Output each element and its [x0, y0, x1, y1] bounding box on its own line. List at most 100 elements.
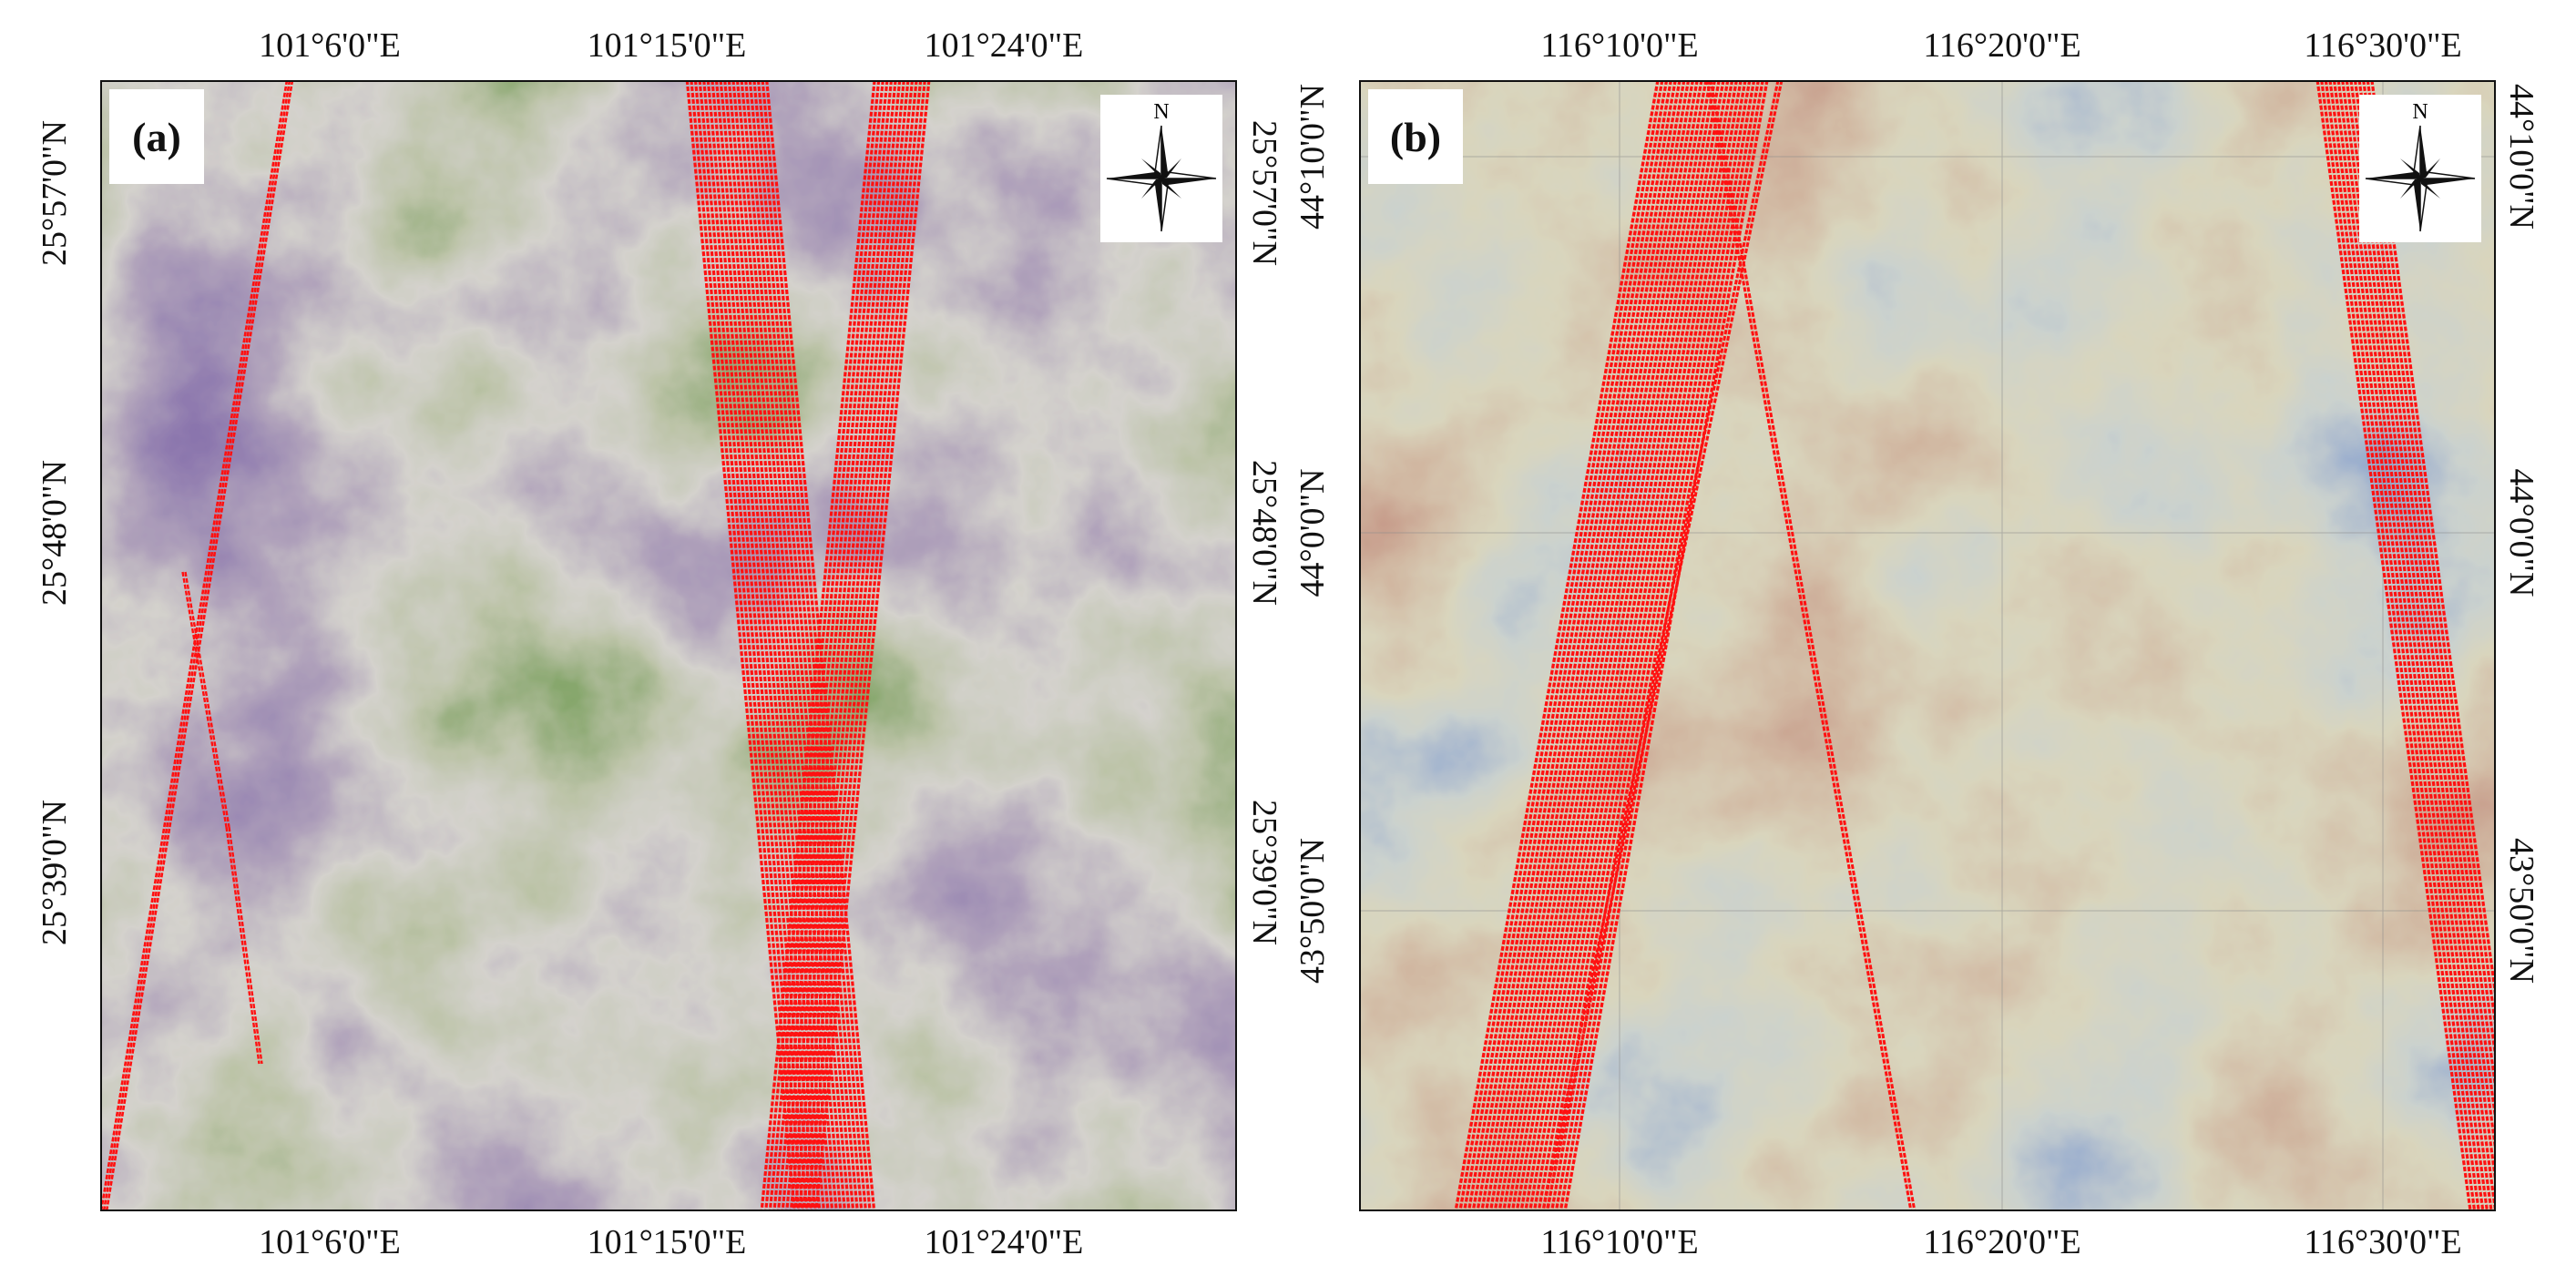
terrain-relief: [100, 80, 1237, 1211]
track-line: [2324, 80, 2480, 1211]
north-arrow: N: [1100, 95, 1222, 242]
track-line: [2328, 80, 2485, 1211]
track-line: [685, 80, 796, 1211]
track-line: [1510, 80, 1717, 1211]
y-tick-label: 44°10'0"N: [1293, 84, 1332, 230]
x-tick-label: 101°6'0"E: [259, 26, 401, 65]
track-line: [2320, 80, 2477, 1211]
y-tick-label: 43°50'0"N: [2502, 838, 2540, 984]
track-line: [2332, 80, 2489, 1211]
track-line: [225, 826, 261, 1065]
track-line: [2362, 80, 2496, 1070]
track-line: [2370, 80, 2496, 1008]
north-arrow: N: [2359, 95, 2481, 242]
map-frame: [100, 80, 1237, 1211]
x-tick-label: 101°24'0"E: [924, 26, 1084, 65]
track-line: [785, 80, 902, 1211]
track-line: [776, 80, 894, 1211]
track-line: [2315, 80, 2472, 1211]
track-line: [764, 80, 881, 1211]
track-line: [768, 80, 884, 1211]
track-line: [1537, 80, 1743, 1211]
track-line: [2336, 80, 2493, 1211]
track-line: [1541, 80, 1747, 1211]
y-tick-label: 25°39'0"N: [1245, 800, 1283, 945]
y-tick-label: 44°10'0"N: [2502, 84, 2540, 230]
track-line: [1476, 80, 1682, 1211]
track-line: [1515, 80, 1721, 1211]
track-line: [1458, 80, 1664, 1211]
track-line: [781, 80, 897, 1211]
y-tick-label: 44°0'0"N: [2502, 468, 2540, 597]
x-tick-label: 116°20'0"E: [1923, 26, 2081, 65]
compass-rose-icon: [2365, 125, 2476, 232]
track-line: [1454, 80, 1660, 1211]
track-line: [1545, 80, 1784, 1211]
track-line: [802, 80, 918, 1211]
north-label: N: [1153, 100, 1169, 124]
y-tick-label: 43°50'0"N: [1293, 838, 1332, 984]
track-line: [2349, 80, 2496, 1163]
track-line: [810, 80, 926, 1211]
track-line: [1705, 80, 1913, 1211]
y-tick-label: 44°0'0"N: [1293, 468, 1332, 597]
track-group: [100, 80, 931, 1211]
track-line: [1524, 80, 1730, 1211]
track-line: [2341, 80, 2496, 1211]
graticule: [1359, 80, 2496, 1211]
x-tick-label: 116°10'0"E: [1540, 26, 1699, 65]
track-line: [1709, 80, 1917, 1211]
track-line: [1480, 80, 1686, 1211]
track-line: [1467, 80, 1673, 1211]
track-line: [228, 826, 263, 1065]
track-line: [797, 80, 915, 1211]
x-tick-label: 116°20'0"E: [1923, 1223, 2081, 1261]
track-line: [760, 80, 876, 1211]
track-line: [793, 80, 910, 1211]
x-tick-label: 101°15'0"E: [587, 1223, 747, 1261]
track-line: [2357, 80, 2496, 1101]
track-line: [1519, 80, 1725, 1211]
track-line: [789, 80, 905, 1211]
track-line: [2345, 80, 2496, 1194]
track-line: [1554, 80, 1761, 1211]
terrain-map-a: [100, 80, 1237, 1211]
x-tick-label: 116°10'0"E: [1540, 1223, 1699, 1261]
track-line: [765, 80, 876, 1211]
track-line: [1498, 80, 1703, 1211]
map-frame: [1359, 80, 2496, 1211]
terrain-relief: [1359, 80, 2496, 1211]
track-line: [761, 80, 872, 1211]
track-line: [1502, 80, 1708, 1211]
track-line: [772, 80, 889, 1211]
x-tick-label: 101°15'0"E: [587, 26, 747, 65]
y-tick-label: 25°48'0"N: [1245, 460, 1283, 606]
track-line: [1506, 80, 1712, 1211]
track-line: [1563, 80, 1769, 1211]
track-line: [1471, 80, 1677, 1211]
track-line: [1528, 80, 1734, 1211]
track-line: [181, 571, 228, 828]
y-tick-label: 25°57'0"N: [36, 120, 74, 266]
track-line: [184, 571, 230, 828]
track-line: [1493, 80, 1699, 1211]
x-tick-label: 116°30'0"E: [2304, 1223, 2462, 1261]
north-label: N: [2412, 100, 2428, 124]
panel-label: (a): [109, 89, 204, 184]
track-line: [748, 80, 859, 1211]
track-line: [1488, 80, 1695, 1211]
track-line: [752, 80, 864, 1211]
track-line: [806, 80, 923, 1211]
track-line: [1484, 80, 1691, 1211]
y-tick-label: 25°57'0"N: [1245, 120, 1283, 266]
panel-label: (b): [1368, 89, 1463, 184]
track-line: [2353, 80, 2496, 1132]
track-line: [756, 80, 868, 1211]
terrain-map-b: [1359, 80, 2496, 1211]
x-tick-label: 101°24'0"E: [924, 1223, 1084, 1261]
track-line: [1462, 80, 1669, 1211]
track-line: [814, 80, 931, 1211]
x-tick-label: 116°30'0"E: [2304, 26, 2462, 65]
compass-rose-icon: [1106, 125, 1217, 232]
y-tick-label: 25°48'0"N: [36, 460, 74, 606]
